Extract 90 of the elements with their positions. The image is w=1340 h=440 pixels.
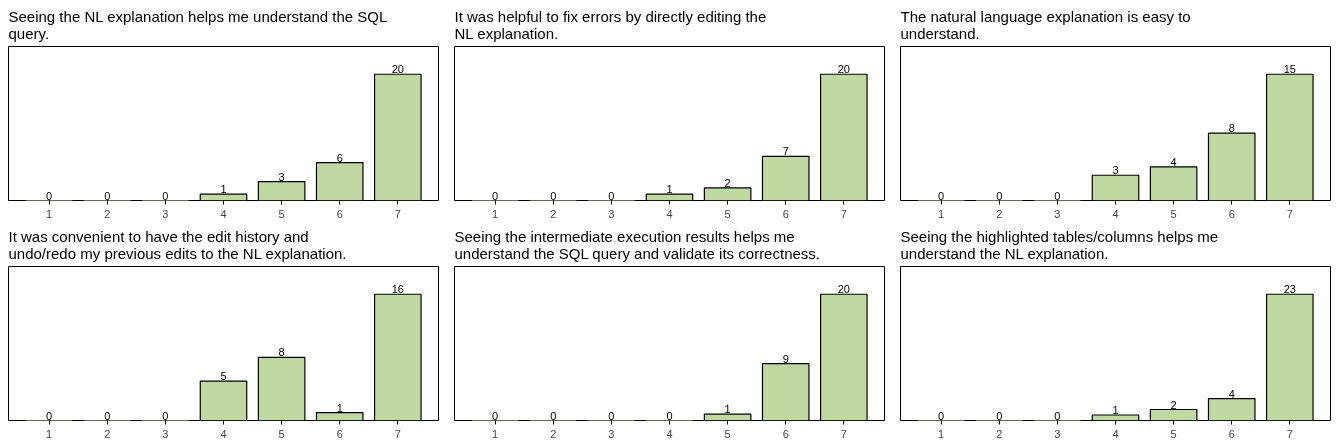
data-label: 0 (666, 409, 673, 422)
data-label: 0 (1054, 409, 1061, 422)
x-tick-label: 6 (1228, 207, 1235, 220)
x-tick-label: 4 (666, 427, 673, 440)
x-tick-label: 4 (220, 207, 227, 220)
data-label: 20 (391, 63, 404, 76)
x-tick-label: 4 (1112, 207, 1119, 220)
data-label: 0 (104, 409, 111, 422)
x-tick-label: 6 (782, 427, 789, 440)
data-label: 0 (1054, 189, 1061, 202)
data-label: 20 (837, 63, 850, 76)
data-label: 16 (391, 283, 404, 296)
chart-title: Seeing the NL explanation helps me understand the SQL query. (8, 7, 388, 42)
x-tick-label: 7 (1286, 427, 1293, 440)
data-label: 3 (278, 170, 285, 183)
data-label: 1 (666, 183, 673, 196)
data-label: 15 (1283, 63, 1296, 76)
x-tick-label: 6 (1228, 427, 1235, 440)
data-label: 0 (46, 409, 53, 422)
chart-title: The natural language explanation is easy to understand. (900, 7, 1191, 42)
x-tick-label: 5 (278, 427, 285, 440)
data-label: 1 (724, 403, 731, 416)
x-tick-label: 5 (724, 427, 731, 440)
data-label: 8 (278, 346, 285, 359)
data-label: 0 (550, 189, 557, 202)
x-tick-label: 2 (104, 427, 111, 440)
x-tick-label: 7 (840, 427, 847, 440)
x-tick-label: 7 (394, 427, 401, 440)
data-label: 3 (1112, 164, 1119, 177)
data-label: 0 (608, 189, 615, 202)
data-label: 2 (724, 176, 731, 189)
x-tick-label: 6 (336, 427, 343, 440)
x-tick-label: 7 (1286, 207, 1293, 220)
data-label: 0 (492, 189, 499, 202)
x-tick-label: 1 (938, 427, 945, 440)
x-tick-label: 5 (278, 207, 285, 220)
chart-title: It was convenient to have the edit history and undo/redo my previous edits to the NL explanation. (8, 227, 347, 262)
data-label: 8 (1228, 122, 1235, 135)
data-label: 0 (938, 189, 945, 202)
data-label: 0 (550, 409, 557, 422)
data-label: 7 (782, 145, 789, 158)
data-label: 0 (608, 409, 615, 422)
x-tick-label: 6 (782, 207, 789, 220)
x-tick-label: 5 (1170, 427, 1177, 440)
x-tick-label: 3 (1054, 207, 1061, 220)
chart-title: Seeing the highlighted tables/columns helps me understand the NL explanation. (900, 227, 1219, 262)
x-tick-label: 3 (162, 427, 169, 440)
data-label: 1 (220, 183, 227, 196)
x-tick-label: 2 (104, 207, 111, 220)
x-tick-label: 5 (724, 207, 731, 220)
x-tick-label: 1 (492, 207, 499, 220)
x-tick-label: 7 (840, 207, 847, 220)
data-label: 4 (1170, 155, 1177, 168)
x-tick-label: 2 (996, 427, 1003, 440)
x-tick-label: 2 (996, 207, 1003, 220)
data-label: 0 (938, 409, 945, 422)
data-label: 1 (1112, 404, 1119, 417)
chart-title: It was helpful to fix errors by directly editing the NL explanation. (454, 7, 767, 42)
x-tick-label: 1 (46, 207, 53, 220)
data-label: 9 (782, 352, 789, 365)
data-label: 1 (336, 401, 343, 414)
x-tick-label: 3 (1054, 427, 1061, 440)
x-tick-label: 2 (550, 427, 557, 440)
x-tick-label: 4 (220, 427, 227, 440)
chart-title: Seeing the intermediate execution results helps me understand the SQL query and validate its correctness. (454, 227, 820, 262)
data-label: 4 (1228, 387, 1235, 400)
data-label: 2 (1170, 398, 1177, 411)
x-tick-label: 1 (938, 207, 945, 220)
x-tick-label: 4 (666, 207, 673, 220)
x-tick-label: 6 (336, 207, 343, 220)
data-label: 0 (162, 409, 169, 422)
data-label: 0 (996, 409, 1003, 422)
data-label: 0 (996, 189, 1003, 202)
data-label: 20 (837, 283, 850, 296)
data-label: 0 (46, 189, 53, 202)
x-tick-label: 1 (492, 427, 499, 440)
data-label: 0 (162, 189, 169, 202)
x-tick-label: 4 (1112, 427, 1119, 440)
data-label: 23 (1283, 283, 1296, 296)
data-label: 5 (220, 370, 227, 383)
x-tick-label: 7 (394, 207, 401, 220)
data-label: 0 (492, 409, 499, 422)
x-tick-label: 1 (46, 427, 53, 440)
x-tick-label: 3 (608, 207, 615, 220)
data-label: 0 (104, 189, 111, 202)
x-tick-label: 3 (608, 427, 615, 440)
data-label: 6 (336, 151, 343, 164)
x-tick-label: 5 (1170, 207, 1177, 220)
x-tick-label: 3 (162, 207, 169, 220)
x-tick-label: 2 (550, 207, 557, 220)
